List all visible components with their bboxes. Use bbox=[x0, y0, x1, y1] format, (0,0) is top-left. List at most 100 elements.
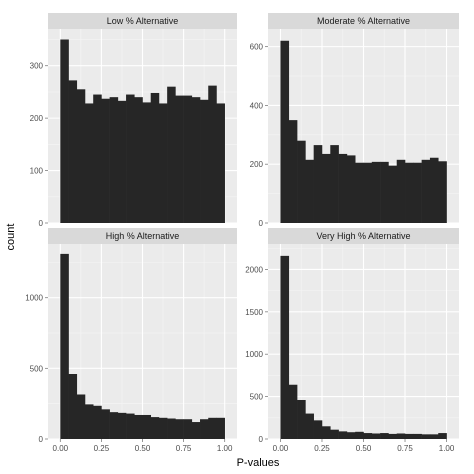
facet-strip bbox=[268, 228, 459, 244]
facet-strip bbox=[48, 228, 237, 244]
histogram-bar bbox=[388, 165, 398, 223]
y-tick-label: 1000 bbox=[245, 350, 263, 359]
histogram-bar bbox=[150, 417, 160, 439]
histogram-bar bbox=[288, 120, 298, 223]
histogram-bar bbox=[380, 161, 389, 223]
histogram-bar bbox=[158, 103, 168, 223]
histogram-bar bbox=[142, 414, 152, 439]
histogram-bar bbox=[167, 418, 176, 439]
histogram-bar bbox=[134, 97, 143, 223]
histogram-bar bbox=[371, 161, 381, 223]
histogram-bar bbox=[76, 89, 86, 223]
y-tick-label: 0 bbox=[259, 435, 264, 444]
x-tick-label: 0.75 bbox=[397, 444, 413, 453]
histogram-bar bbox=[175, 419, 184, 439]
histogram-bar bbox=[363, 162, 373, 223]
histogram-bar bbox=[413, 433, 422, 439]
histogram-bar bbox=[142, 102, 152, 223]
histogram-bar bbox=[330, 145, 339, 223]
facet-title: Moderate % Alternative bbox=[317, 16, 410, 26]
histogram-bar bbox=[101, 409, 110, 439]
histogram-bar bbox=[68, 80, 78, 223]
y-tick-label: 300 bbox=[30, 62, 44, 71]
histogram-bar bbox=[84, 103, 94, 223]
y-tick-label: 400 bbox=[250, 101, 264, 110]
histogram-bar bbox=[380, 433, 389, 439]
histogram-bar bbox=[134, 414, 143, 439]
histogram-bar bbox=[405, 433, 414, 439]
y-tick-label: 200 bbox=[250, 160, 264, 169]
histogram-bar bbox=[93, 405, 102, 439]
histogram-bar bbox=[208, 417, 217, 439]
histogram-bar bbox=[200, 419, 209, 439]
facet-panels: Low % Alternative 0 100 200 300 Moderate % Al… bbox=[25, 13, 459, 453]
histogram-bar bbox=[305, 159, 314, 223]
histogram-bar bbox=[280, 255, 290, 439]
histogram-bar bbox=[200, 99, 209, 223]
y-tick-label: 500 bbox=[250, 393, 264, 402]
facet-title: Very High % Alternative bbox=[316, 231, 410, 241]
y-tick-label: 0 bbox=[39, 435, 44, 444]
histogram-bar bbox=[421, 434, 431, 439]
histogram-bar bbox=[330, 429, 339, 439]
facet-panel: Low % Alternative 0 100 200 300 bbox=[30, 13, 237, 228]
histogram-bar bbox=[109, 412, 119, 439]
facet-panel: Very High % Alternative 0 500 1000 1500 2000 0… bbox=[245, 228, 459, 453]
histogram-bar bbox=[346, 432, 356, 439]
histogram-bar bbox=[338, 153, 348, 223]
y-axis-title: count bbox=[5, 224, 17, 251]
histogram-bar bbox=[396, 433, 406, 439]
histogram-bar bbox=[396, 159, 406, 223]
histogram-bar bbox=[321, 153, 331, 223]
histogram-bar bbox=[288, 384, 298, 439]
y-tick-label: 1000 bbox=[25, 294, 43, 303]
y-tick-label: 600 bbox=[250, 43, 264, 52]
histogram-bar bbox=[321, 426, 331, 439]
histogram-bar bbox=[429, 157, 439, 223]
histogram-bar bbox=[175, 95, 184, 223]
histogram-bar bbox=[363, 433, 373, 439]
x-tick-label: 0.00 bbox=[53, 444, 69, 453]
histogram-bar bbox=[183, 419, 193, 439]
histogram-bar bbox=[167, 86, 176, 223]
x-tick-label: 0.50 bbox=[135, 444, 151, 453]
histogram-bar bbox=[60, 39, 69, 224]
histogram-bar bbox=[305, 413, 314, 439]
histogram-bar bbox=[421, 159, 431, 223]
histogram-bar bbox=[280, 40, 290, 224]
y-tick-label: 0 bbox=[259, 219, 264, 228]
histogram-bar bbox=[68, 374, 78, 439]
histogram-bar bbox=[438, 161, 447, 223]
histogram-bar bbox=[208, 85, 217, 223]
facet-title: High % Alternative bbox=[106, 231, 180, 241]
x-tick-label: 0.25 bbox=[94, 444, 110, 453]
histogram-bar bbox=[355, 162, 364, 223]
y-tick-label: 200 bbox=[30, 114, 44, 123]
x-axis-title: P-values bbox=[237, 457, 280, 469]
histogram-bar bbox=[338, 431, 348, 439]
x-tick-label: 1.00 bbox=[217, 444, 233, 453]
histogram-bar bbox=[438, 433, 447, 439]
histogram-bar bbox=[355, 431, 364, 439]
histogram-bar bbox=[126, 413, 135, 439]
histogram-bar bbox=[76, 394, 86, 439]
histogram-bar bbox=[388, 433, 398, 439]
histogram-bar bbox=[429, 434, 439, 439]
y-tick-label: 2000 bbox=[245, 265, 263, 274]
histogram-bar bbox=[346, 155, 356, 223]
histogram-bar bbox=[297, 140, 306, 223]
x-tick-label: 1.00 bbox=[439, 444, 455, 453]
facet-panel: High % Alternative 0 500 1000 0.00 0.25 0.50 0.… bbox=[25, 228, 237, 453]
histogram-bar bbox=[413, 162, 422, 223]
histogram-bar bbox=[183, 95, 193, 223]
y-tick-label: 1500 bbox=[245, 308, 263, 317]
histogram-bar bbox=[117, 412, 127, 439]
histogram-bar bbox=[126, 94, 135, 223]
histogram-bar bbox=[405, 162, 414, 223]
y-tick-label: 0 bbox=[39, 219, 44, 228]
histogram-bar bbox=[216, 103, 225, 223]
x-tick-label: 0.75 bbox=[176, 444, 192, 453]
histogram-bar bbox=[117, 100, 127, 223]
histogram-bar bbox=[313, 420, 323, 439]
histogram-bar bbox=[313, 145, 323, 223]
